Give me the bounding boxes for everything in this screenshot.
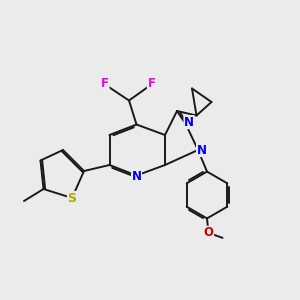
Text: O: O [203, 226, 214, 239]
Text: N: N [196, 143, 207, 157]
Text: S: S [68, 191, 76, 205]
Text: F: F [148, 76, 155, 90]
Text: F: F [101, 76, 109, 90]
Text: N: N [184, 116, 194, 129]
Text: N: N [131, 170, 142, 184]
